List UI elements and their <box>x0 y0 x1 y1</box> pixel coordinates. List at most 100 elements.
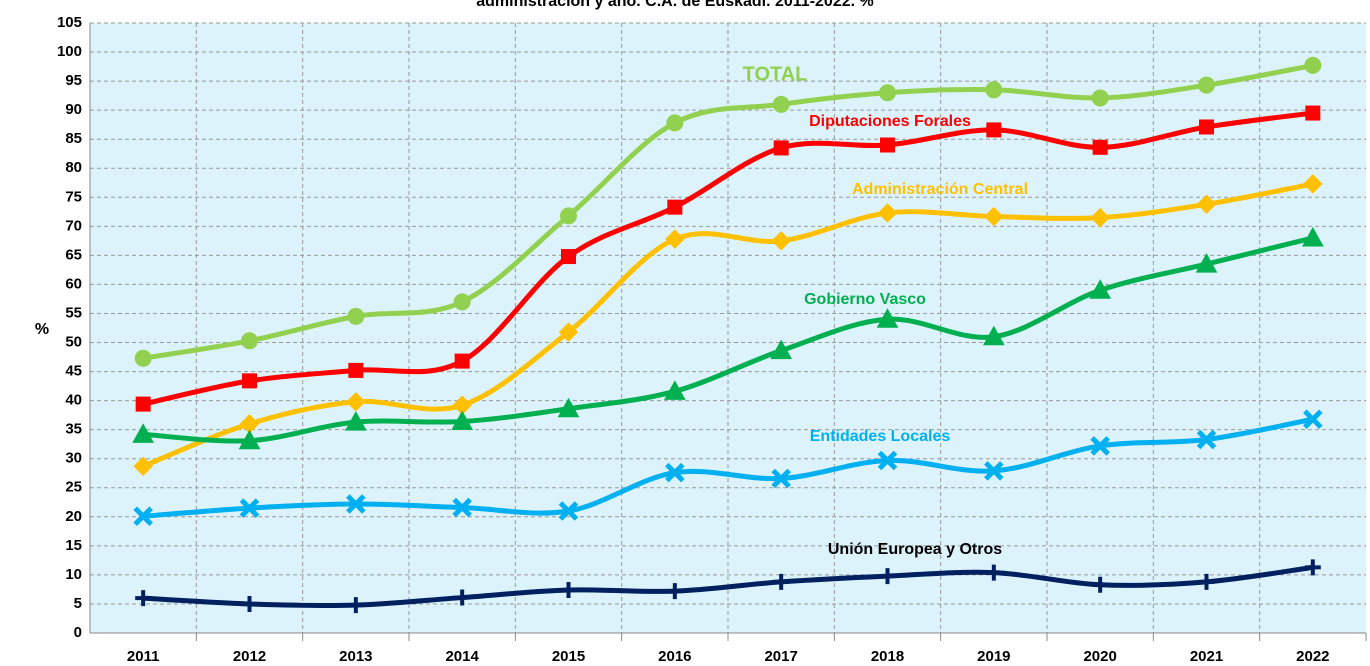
y-tick-label: 90 <box>65 101 82 118</box>
marker <box>1305 105 1321 121</box>
y-tick-label: 10 <box>65 566 82 583</box>
marker <box>771 231 791 251</box>
marker <box>879 568 896 585</box>
series-line <box>143 564 1314 609</box>
marker <box>1195 253 1218 273</box>
x-tick-label: 2021 <box>1190 648 1223 665</box>
marker <box>560 582 577 599</box>
marker <box>771 468 791 489</box>
y-tick-label: 95 <box>65 72 82 89</box>
marker <box>346 392 366 412</box>
marker <box>984 206 1004 227</box>
marker <box>880 137 895 153</box>
series-line <box>142 416 1314 519</box>
marker <box>1196 429 1217 450</box>
marker <box>1196 194 1217 214</box>
marker <box>1199 119 1214 135</box>
marker <box>1304 559 1321 576</box>
marker <box>666 114 684 132</box>
marker <box>876 308 899 328</box>
x-tick-label: 2020 <box>1083 648 1116 665</box>
x-tick-label: 2017 <box>764 648 797 665</box>
marker <box>133 456 153 476</box>
marker <box>346 494 366 514</box>
marker <box>451 410 474 431</box>
x-tick-label: 2016 <box>658 648 691 665</box>
y-tick-label: 65 <box>65 246 82 263</box>
x-tick-label: 2022 <box>1296 648 1329 665</box>
y-tick-label: 20 <box>65 508 82 525</box>
x-tick-label: 2013 <box>339 648 372 665</box>
marker <box>1092 576 1109 593</box>
marker <box>133 506 153 526</box>
chart-title: administración y año. C.A. de Euskadi. 2… <box>476 0 874 10</box>
marker <box>135 590 152 607</box>
x-tick-label: 2015 <box>552 648 585 665</box>
series-label: Unión Europea y Otros <box>828 541 1002 558</box>
series-label: Administración Central <box>852 181 1028 198</box>
marker <box>1304 56 1322 74</box>
marker <box>663 380 686 400</box>
x-tick-label: 2014 <box>445 648 479 665</box>
marker <box>665 462 685 483</box>
y-tick-label: 100 <box>57 43 82 60</box>
y-tick-label: 70 <box>65 217 82 234</box>
series-label: Gobierno Vasco <box>804 291 926 308</box>
y-tick-label: 75 <box>65 188 82 205</box>
marker <box>877 450 898 471</box>
y-tick-label: 80 <box>65 159 82 176</box>
marker <box>238 429 261 450</box>
marker <box>454 589 471 606</box>
y-tick-label: 40 <box>65 392 82 409</box>
marker <box>558 322 579 342</box>
marker <box>557 397 580 418</box>
marker <box>561 249 576 265</box>
marker <box>453 293 471 311</box>
marker <box>454 353 470 369</box>
marker <box>558 501 579 521</box>
y-tick-label: 5 <box>74 595 82 612</box>
marker <box>347 307 365 325</box>
marker <box>985 564 1002 581</box>
marker <box>773 573 790 590</box>
y-tick-label: 25 <box>65 479 82 496</box>
y-tick-label: 105 <box>57 14 82 31</box>
y-tick-label: 35 <box>65 421 82 438</box>
y-tick-label: 15 <box>65 537 82 554</box>
marker <box>1090 436 1110 456</box>
series-label: TOTAL <box>743 63 808 85</box>
marker <box>344 411 367 431</box>
series-line <box>143 235 1314 444</box>
marker <box>1301 226 1324 247</box>
marker <box>877 203 898 223</box>
marker <box>772 95 790 113</box>
marker <box>1092 139 1108 155</box>
y-tick-label: 85 <box>65 130 82 147</box>
marker <box>452 497 472 518</box>
marker <box>665 229 685 249</box>
y-tick-label: 50 <box>65 333 82 350</box>
y-tick-label: 55 <box>65 304 82 321</box>
marker <box>666 583 683 600</box>
x-tick-label: 2019 <box>977 648 1010 665</box>
marker <box>986 122 1002 138</box>
marker <box>348 362 364 378</box>
series-label: Diputaciones Forales <box>809 113 971 130</box>
marker <box>135 396 151 412</box>
marker <box>1091 89 1109 107</box>
marker <box>132 423 155 443</box>
marker <box>667 199 683 215</box>
series-label: Entidades Locales <box>810 428 951 445</box>
marker <box>1089 279 1112 299</box>
marker <box>134 349 152 367</box>
marker <box>1198 573 1215 590</box>
y-axis-label: % <box>35 321 49 338</box>
marker <box>879 84 896 102</box>
marker <box>985 81 1003 99</box>
y-tick-label: 0 <box>74 624 82 641</box>
marker <box>560 207 577 225</box>
x-tick-label: 2012 <box>233 648 266 665</box>
marker <box>239 498 260 518</box>
